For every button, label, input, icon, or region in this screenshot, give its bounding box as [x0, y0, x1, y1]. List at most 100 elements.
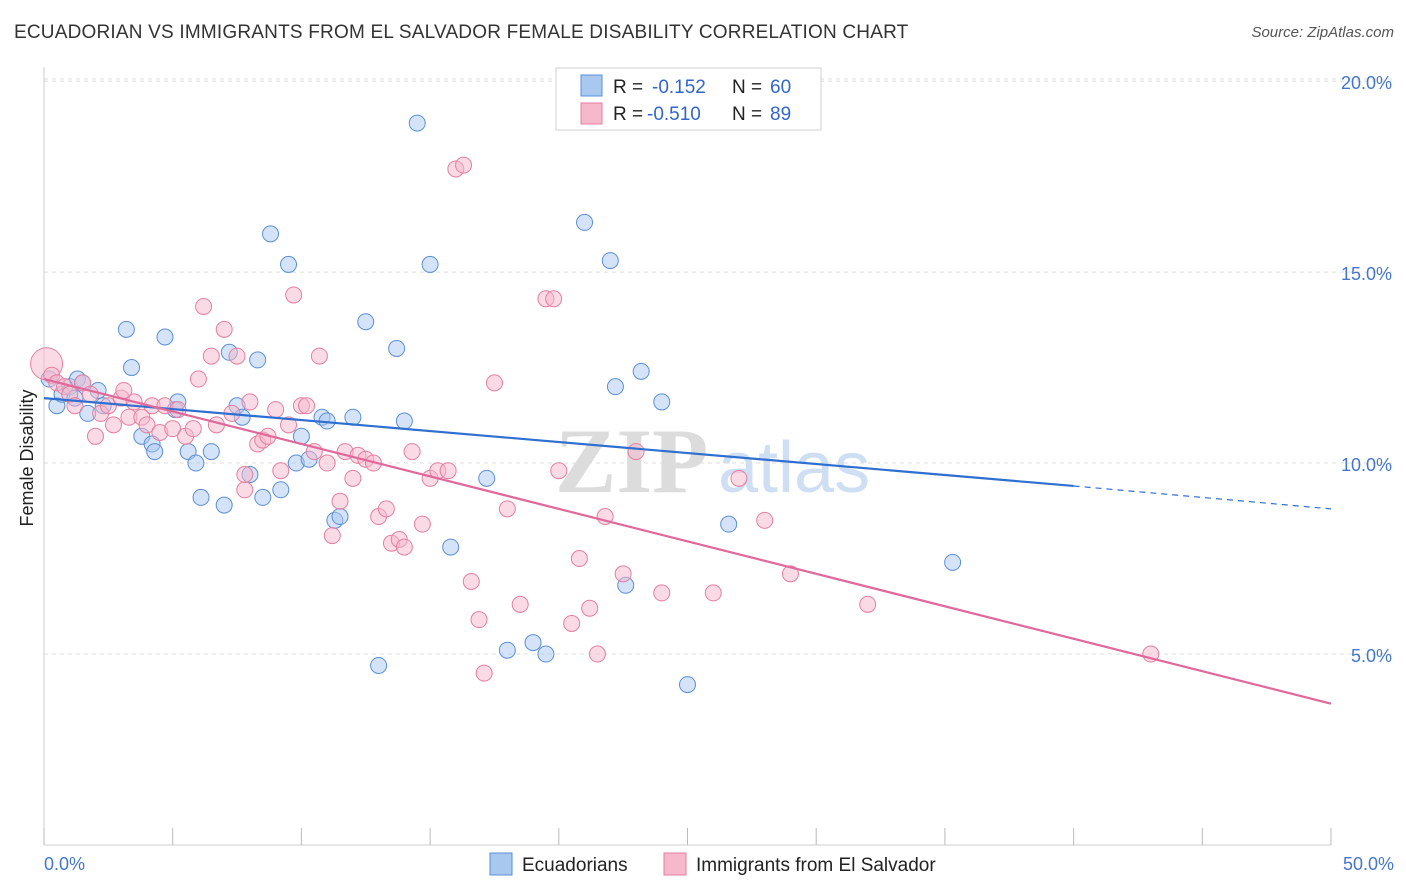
y-axis-title: Female Disability — [17, 389, 37, 526]
data-point — [478, 469, 496, 487]
y-tick-label: 10.0% — [1341, 455, 1392, 475]
data-point — [439, 462, 457, 480]
data-point — [370, 656, 388, 674]
data-point — [498, 500, 516, 518]
x-tick-label: 0.0% — [44, 854, 85, 874]
x-tick-label: 50.0% — [1343, 854, 1394, 874]
data-point — [357, 313, 375, 331]
data-point — [395, 412, 413, 430]
data-point — [576, 213, 594, 231]
legend-n-value-blue: 60 — [770, 77, 791, 98]
data-point — [189, 370, 207, 388]
data-point — [146, 443, 164, 461]
data-point — [550, 462, 568, 480]
data-point — [192, 488, 210, 506]
data-point — [614, 565, 632, 583]
bottom-legend-swatch-blue — [489, 852, 513, 876]
data-point — [318, 454, 336, 472]
data-point — [601, 252, 619, 270]
data-point — [285, 286, 303, 304]
trend-line-el-salvador — [43, 377, 1332, 705]
data-point — [524, 634, 542, 652]
data-point — [475, 664, 493, 682]
data-point — [272, 462, 290, 480]
data-point — [115, 381, 133, 399]
trend-line-ecuadorians-extension — [1073, 485, 1332, 510]
data-point — [117, 320, 135, 338]
data-point — [280, 416, 298, 434]
data-point — [606, 378, 624, 396]
data-point — [236, 481, 254, 499]
data-point — [195, 297, 213, 315]
data-point — [280, 255, 298, 273]
data-point — [123, 359, 141, 377]
data-point — [421, 255, 439, 273]
data-point — [215, 320, 233, 338]
data-point — [627, 443, 645, 461]
data-point — [581, 599, 599, 617]
data-point — [156, 328, 174, 346]
trend-lines — [43, 377, 1332, 705]
data-point — [653, 584, 671, 602]
data-point — [498, 641, 516, 659]
data-point — [228, 347, 246, 365]
data-point — [241, 393, 259, 411]
data-point — [377, 500, 395, 518]
data-point — [388, 339, 406, 357]
data-point — [462, 572, 480, 590]
y-tick-label: 20.0% — [1341, 73, 1392, 93]
data-point — [298, 397, 316, 415]
data-point — [545, 290, 563, 308]
legend-r-label-blue: R = — [613, 77, 643, 98]
watermark-zip: ZIP — [555, 410, 708, 512]
data-point — [331, 508, 349, 526]
data-point — [485, 374, 503, 392]
data-point — [408, 114, 426, 132]
data-point — [331, 492, 349, 510]
data-point — [730, 469, 748, 487]
data-point — [262, 225, 280, 243]
legend-swatch-blue — [580, 74, 603, 97]
data-point — [344, 408, 362, 426]
axes — [43, 67, 1332, 846]
data-point — [563, 614, 581, 632]
data-point — [395, 538, 413, 556]
data-point — [104, 416, 122, 434]
y-tick-label: 5.0% — [1351, 646, 1392, 666]
legend-n-label-blue: N = — [732, 77, 762, 98]
data-point — [720, 515, 738, 533]
data-point — [442, 538, 460, 556]
source-credit: Source: ZipAtlas.com — [1251, 24, 1394, 41]
data-point — [413, 515, 431, 533]
data-point — [781, 565, 799, 583]
data-point — [272, 481, 290, 499]
bottom-legend-label-blue: Ecuadorians — [522, 855, 628, 876]
data-point — [511, 595, 529, 613]
data-point — [187, 454, 205, 472]
bottom-legend-swatch-pink — [663, 852, 687, 876]
data-point — [653, 393, 671, 411]
legend-swatch-pink — [580, 102, 603, 125]
trend-line-ecuadorians — [43, 397, 1074, 488]
legend-box: R = -0.152 N = 60 R = -0.510 N = 89 — [555, 67, 822, 131]
data-point — [86, 427, 104, 445]
data-point — [236, 466, 254, 484]
data-point — [184, 420, 202, 438]
series-el-salvador — [30, 156, 1160, 682]
bottom-legend-label-pink: Immigrants from El Salvador — [696, 855, 936, 876]
data-point — [944, 553, 962, 571]
chart-title: ECUADORIAN VS IMMIGRANTS FROM EL SALVADO… — [14, 22, 909, 43]
watermark-atlas: atlas — [718, 428, 870, 508]
data-point — [455, 156, 473, 174]
data-point — [859, 595, 877, 613]
data-point — [249, 351, 267, 369]
data-point — [202, 347, 220, 365]
data-point — [164, 420, 182, 438]
legend-n-label-pink: N = — [732, 104, 762, 125]
legend-r-value-blue: -0.152 — [652, 77, 706, 98]
data-point — [99, 397, 117, 415]
tick-labels: 5.0% 10.0% 15.0% 20.0% 0.0% 50.0% — [44, 73, 1394, 874]
data-point — [215, 496, 233, 514]
legend-r-value-pink: -0.510 — [647, 104, 701, 125]
